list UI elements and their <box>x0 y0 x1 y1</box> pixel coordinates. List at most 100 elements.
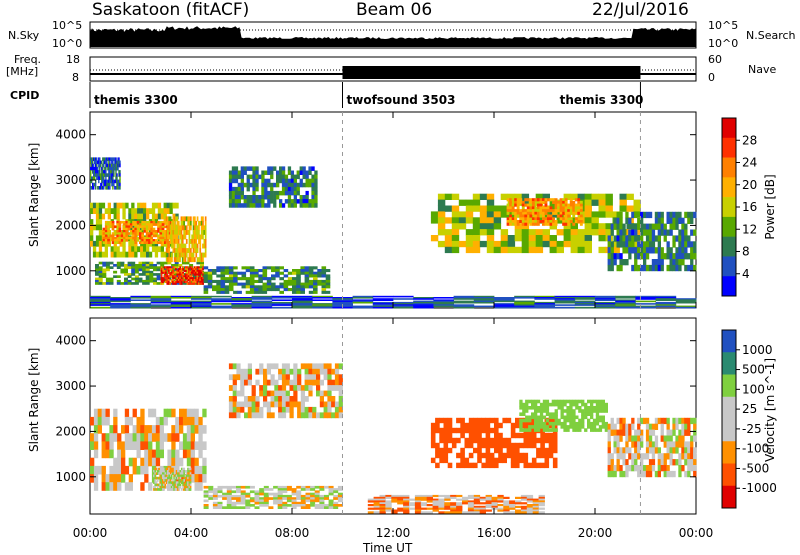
heat-cell-1-6 <box>473 505 481 508</box>
heat-cell-1-1 <box>160 474 163 478</box>
heat-cell-0-3 <box>160 266 163 269</box>
heat-cell-1-2 <box>236 506 241 509</box>
heat-cell-0-1 <box>111 236 115 240</box>
heat-cell-1-7 <box>613 441 617 448</box>
heat-cell-0-1 <box>139 234 142 238</box>
heat-cell-1-0 <box>179 416 184 426</box>
heat-cell-0-3 <box>162 268 164 271</box>
heat-cell-1-1 <box>183 467 186 471</box>
heat-cell-0-9 <box>574 220 578 224</box>
heat-cell-1-6 <box>444 502 451 505</box>
heat-cell-0-3 <box>169 275 172 278</box>
heat-cell-0-3 <box>199 268 202 271</box>
heat-cell-0-2 <box>174 264 179 267</box>
heat-cell-1-6 <box>420 502 428 505</box>
heat-cell-0-4 <box>190 248 192 253</box>
heat-cell-0-5 <box>237 277 242 281</box>
heat-cell-0-10 <box>684 253 688 260</box>
heat-cell-1-2 <box>286 499 292 503</box>
heat-cell-1-0 <box>148 433 153 442</box>
heat-cell-1-4 <box>552 457 558 464</box>
heat-cell-0-4 <box>200 257 203 263</box>
heat-cell-0-5 <box>254 269 259 273</box>
heat-cell-0-4 <box>195 220 198 226</box>
heat-cell-1-3 <box>304 374 309 381</box>
heat-cell-1-4 <box>544 452 550 459</box>
heat-cell-0-10 <box>660 253 664 260</box>
heat-cell-0-1 <box>145 223 149 226</box>
heat-cell-0-1 <box>150 236 153 240</box>
heat-cell-0-9 <box>511 217 515 221</box>
heat-cell-0-3 <box>197 269 200 273</box>
heat-cell-0-10 <box>610 241 614 248</box>
heat-cell-0-9 <box>577 209 581 213</box>
heat-cell-1-4 <box>498 452 503 459</box>
heat-cell-0-4 <box>202 243 204 249</box>
heat-cell-0-9 <box>526 198 530 202</box>
heat-cell-0-6 <box>231 178 236 184</box>
heat-cell-0-11 <box>595 298 616 300</box>
heat-cell-0-10 <box>648 211 653 219</box>
heat-cell-0-1 <box>164 225 167 229</box>
heat-cell-0-5 <box>241 274 247 278</box>
heat-cell-0-7 <box>97 166 99 171</box>
heat-cell-1-4 <box>481 437 486 444</box>
heat-cell-0-8 <box>507 246 516 254</box>
heat-cell-0-9 <box>559 209 563 213</box>
heat-cell-0-6 <box>261 190 265 196</box>
nsearch-axis-top: 10^5 <box>708 19 739 32</box>
heat-cell-0-1 <box>123 223 126 226</box>
heat-cell-0-5 <box>321 282 327 286</box>
heat-cell-0-0 <box>110 251 114 258</box>
heat-cell-1-1 <box>155 481 158 484</box>
heat-cell-0-1 <box>127 236 131 240</box>
heat-cell-0-9 <box>559 203 563 207</box>
heat-cell-1-2 <box>236 499 241 503</box>
heat-cell-1-1 <box>153 479 155 482</box>
heat-cell-0-7 <box>102 166 104 171</box>
heat-cell-0-6 <box>308 170 312 175</box>
heat-cell-0-6 <box>290 174 294 180</box>
ytick-label-0: 4000 <box>55 128 86 142</box>
heat-cell-0-4 <box>171 252 173 258</box>
heat-cell-0-8 <box>500 246 509 254</box>
heat-cell-0-5 <box>262 266 268 270</box>
heat-cell-0-3 <box>176 279 179 282</box>
heat-cell-0-11 <box>130 297 151 299</box>
heat-cell-0-1 <box>107 227 110 231</box>
heat-cell-1-2 <box>245 492 251 496</box>
heat-cell-1-0 <box>113 465 118 475</box>
heat-cell-1-2 <box>286 497 292 500</box>
heat-cell-0-8 <box>514 246 523 254</box>
heat-cell-1-2 <box>291 501 297 505</box>
heat-cell-1-7 <box>616 465 620 472</box>
heat-cell-0-8 <box>458 240 467 248</box>
heat-cell-0-4 <box>184 252 187 258</box>
heat-cell-1-1 <box>185 474 188 478</box>
heat-cell-1-6 <box>432 507 439 510</box>
heat-cell-0-6 <box>305 182 309 188</box>
heat-cell-0-4 <box>196 243 199 249</box>
heat-cell-1-0 <box>117 465 122 475</box>
heat-cell-0-5 <box>262 274 268 278</box>
heat-cell-1-3 <box>228 374 234 381</box>
heat-cell-1-6 <box>379 494 386 498</box>
heat-cell-0-3 <box>196 266 199 269</box>
heat-cell-0-8 <box>500 193 509 200</box>
heat-cell-0-7 <box>100 182 102 187</box>
heat-cell-1-7 <box>681 441 685 448</box>
heat-cell-1-3 <box>232 406 237 413</box>
heat-cell-1-5 <box>542 402 547 407</box>
heat-cell-0-1 <box>152 230 156 233</box>
heat-cell-0-8 <box>605 229 613 236</box>
heat-cell-1-6 <box>367 498 375 501</box>
heat-cell-0-10 <box>657 259 661 266</box>
heat-cell-1-0 <box>128 474 133 483</box>
heat-cell-0-4 <box>200 234 203 240</box>
heat-cell-1-6 <box>538 496 545 499</box>
heat-cell-0-4 <box>194 243 196 249</box>
heat-cell-1-4 <box>498 447 503 454</box>
heat-cell-0-10 <box>669 259 673 266</box>
heat-cell-0-10 <box>675 217 679 224</box>
heat-cell-1-3 <box>270 379 275 386</box>
